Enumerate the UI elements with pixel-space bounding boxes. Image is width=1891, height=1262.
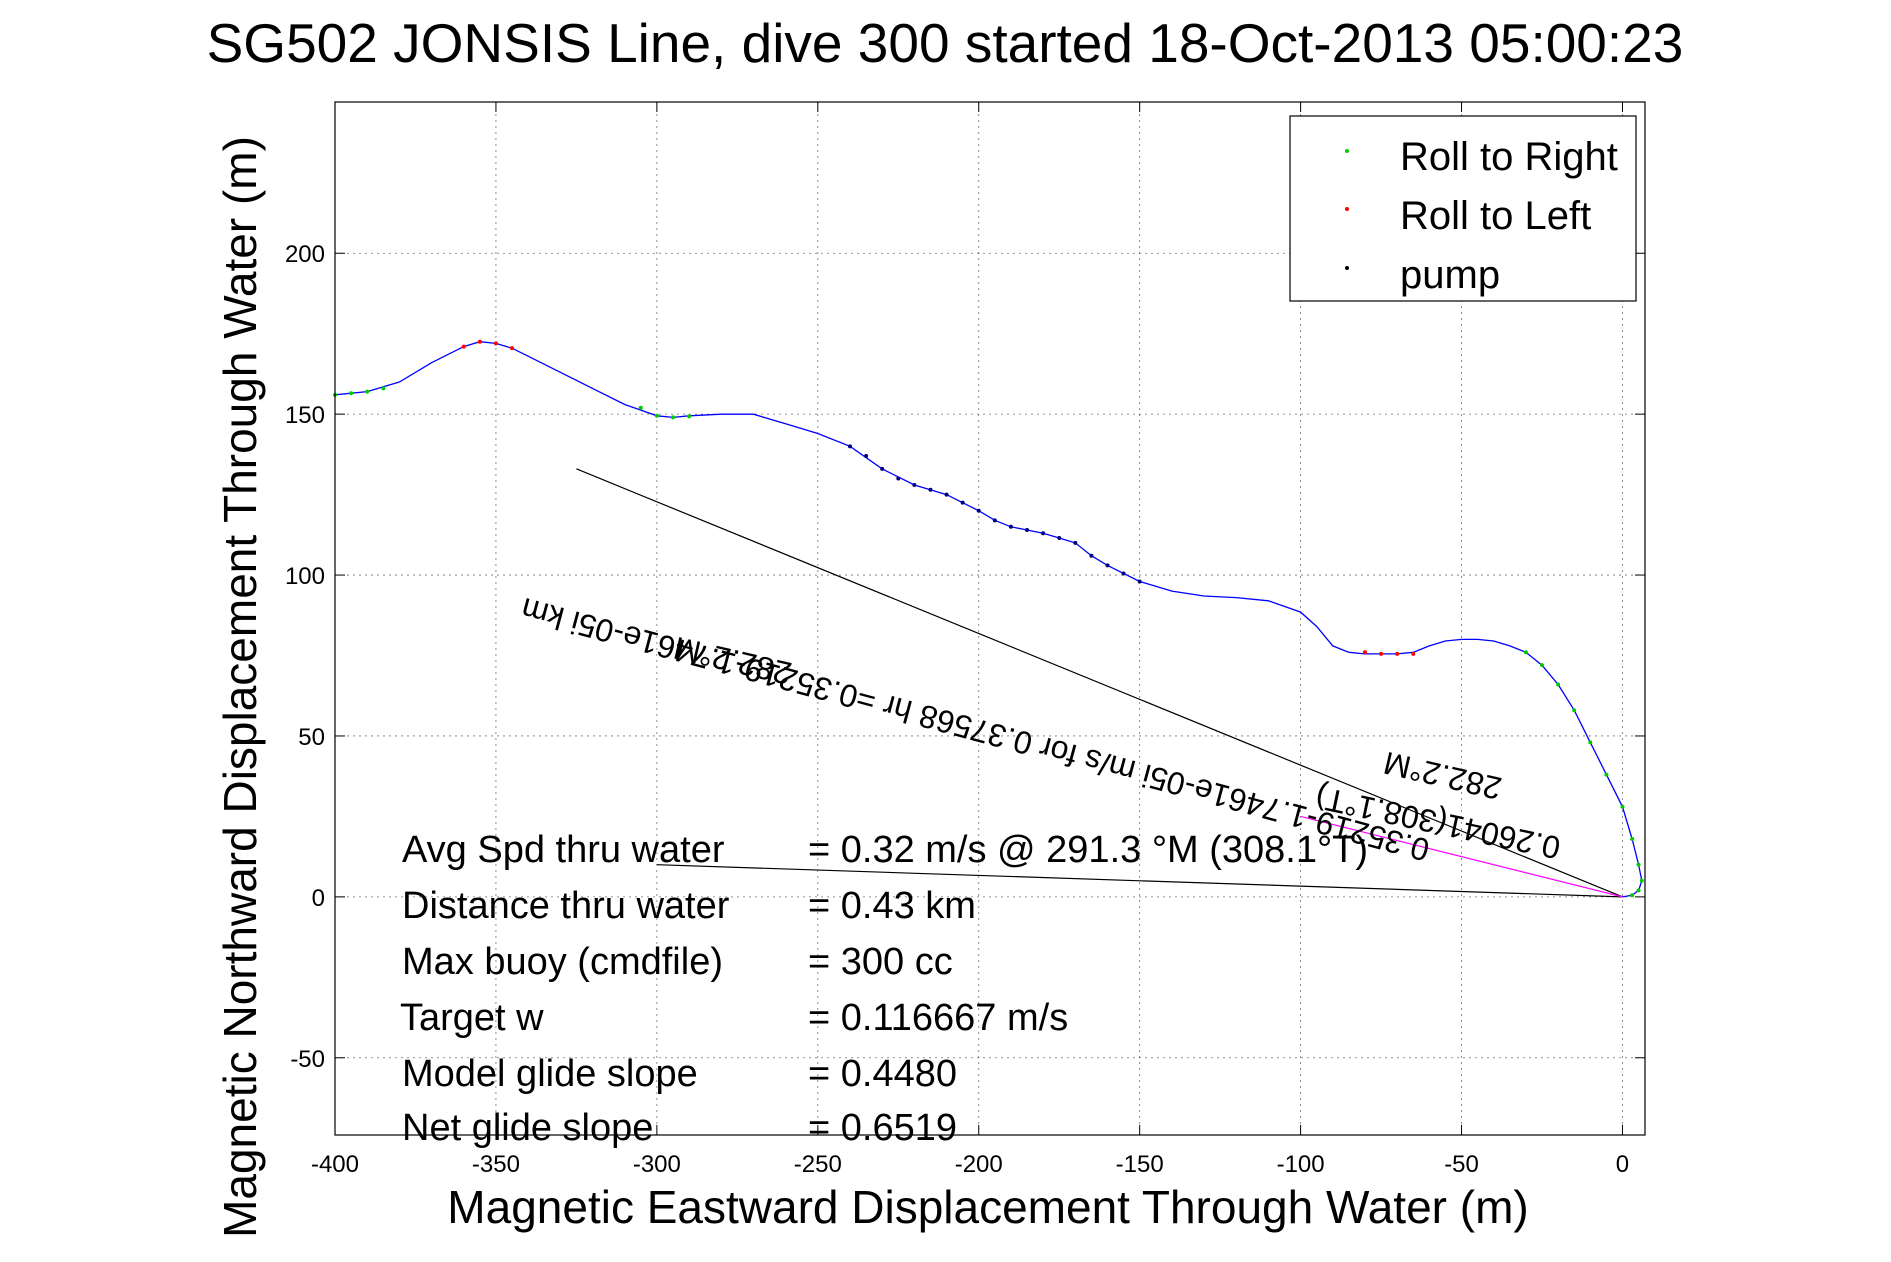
- x-tick-label: -200: [955, 1151, 1003, 1178]
- roll-right-point: [1556, 682, 1561, 687]
- pump-point: [880, 466, 885, 471]
- pump-point: [1073, 540, 1078, 545]
- roll-right-point: [349, 391, 354, 396]
- roll-left-point: [1411, 651, 1416, 656]
- pump-point: [1137, 579, 1142, 584]
- pump-point: [1025, 528, 1030, 533]
- roll-right-point: [1588, 740, 1593, 745]
- legend-marker-roll-right: [1345, 149, 1349, 153]
- legend-marker-roll-left: [1345, 207, 1349, 211]
- stat-label-model-glide: Model glide slope: [402, 1053, 698, 1095]
- roll-right-point: [1604, 772, 1609, 777]
- x-tick-label: -250: [794, 1151, 842, 1178]
- roll-left-point: [510, 346, 515, 351]
- stat-value-max-buoy: = 300 cc: [808, 941, 953, 983]
- pump-point: [1121, 571, 1126, 576]
- roll-right-point: [1639, 878, 1644, 883]
- x-tick-label: -150: [1116, 1151, 1164, 1178]
- axis-ticks: -400 -350 -300 -250 -200 -150 -100 -50 0 -50 0 50 10…: [285, 102, 1645, 1178]
- roll-left-point: [477, 339, 482, 344]
- roll-right-point: [1540, 663, 1545, 668]
- y-tick-label: -50: [290, 1046, 325, 1073]
- stat-label-avg-spd: Avg Spd thru water: [402, 829, 725, 871]
- roll-left-point: [1395, 651, 1400, 656]
- y-tick-label: 100: [285, 563, 325, 590]
- stat-label-target-w: Target w: [400, 997, 544, 1039]
- stat-value-distance: = 0.43 km: [808, 885, 976, 927]
- legend-label-pump: pump: [1400, 253, 1500, 297]
- roll-right-point: [1523, 650, 1528, 655]
- roll-right-point: [1572, 708, 1577, 713]
- roll-left-point: [493, 341, 498, 346]
- roll-right-point: [687, 414, 692, 419]
- legend-label-roll-right: Roll to Right: [1400, 135, 1618, 179]
- pump-point: [992, 518, 997, 523]
- roll-left-point: [461, 344, 466, 349]
- stat-value-target-w: = 0.116667 m/s: [808, 997, 1068, 1039]
- roll-right-point: [1636, 888, 1641, 893]
- roll-right-point: [1636, 862, 1641, 867]
- stat-value-avg-spd: = 0.32 m/s @ 291.3 °M (308.1°T): [808, 829, 1368, 871]
- y-tick-label: 0: [312, 885, 325, 912]
- x-tick-label: -300: [633, 1151, 681, 1178]
- model-heading-line: [576, 468, 1623, 898]
- roll-left-point: [1379, 651, 1384, 656]
- markers: [333, 339, 1644, 898]
- x-tick-label: -50: [1444, 1151, 1479, 1178]
- roll-right-point: [365, 389, 370, 394]
- roll-left-point: [1362, 650, 1367, 655]
- stat-value-net-glide: = 0.6519: [808, 1107, 957, 1149]
- pump-point: [1089, 553, 1094, 558]
- pump-point: [960, 500, 965, 505]
- roll-right-point: [654, 413, 659, 418]
- current-vector-line: [1300, 815, 1623, 898]
- pump-point: [1057, 536, 1062, 541]
- reference-lines: [576, 468, 1623, 898]
- legend-label-roll-left: Roll to Left: [1400, 194, 1591, 238]
- roll-right-point: [1630, 893, 1635, 898]
- pump-point: [912, 482, 917, 487]
- pump-point: [1008, 524, 1013, 529]
- stat-label-distance: Distance thru water: [402, 885, 730, 927]
- y-tick-label: 200: [285, 241, 325, 268]
- pump-point: [864, 453, 869, 458]
- x-tick-label: -100: [1277, 1151, 1325, 1178]
- pump-point: [976, 508, 981, 513]
- pump-point: [847, 444, 852, 449]
- roll-right-point: [381, 386, 386, 391]
- stat-label-net-glide: Net glide slope: [402, 1107, 653, 1149]
- roll-right-point: [670, 415, 675, 420]
- x-tick-label: 0: [1616, 1151, 1629, 1178]
- x-axis-label: Magnetic Eastward Displacement Through W…: [447, 1181, 1528, 1233]
- pump-point: [1041, 531, 1046, 536]
- legend: Roll to Right Roll to Left pump: [1289, 115, 1637, 302]
- stats-block: Avg Spd thru water = 0.32 m/s @ 291.3 °M…: [400, 829, 1368, 1149]
- plot-frame: [334, 101, 1646, 1136]
- current-line: [656, 864, 1623, 898]
- pump-point: [928, 487, 933, 492]
- pump-point: [896, 476, 901, 481]
- roll-right-point: [638, 405, 643, 410]
- y-axis-label: Magnetic Northward Displacement Through …: [214, 136, 266, 1238]
- pump-point: [1105, 563, 1110, 568]
- roll-right-point: [1630, 836, 1635, 841]
- roll-right-point: [1620, 804, 1625, 809]
- pump-point: [944, 492, 949, 497]
- stat-value-model-glide: = 0.4480: [808, 1053, 957, 1095]
- stat-label-max-buoy: Max buoy (cmdfile): [402, 941, 723, 983]
- chart-title: SG502 JONSIS Line, dive 300 started 18-O…: [207, 12, 1684, 74]
- legend-marker-pump: [1345, 266, 1349, 270]
- y-tick-label: 150: [285, 402, 325, 429]
- x-tick-label: -400: [311, 1151, 359, 1178]
- y-tick-label: 50: [298, 724, 325, 751]
- grid: [335, 102, 1645, 1135]
- x-tick-label: -350: [472, 1151, 520, 1178]
